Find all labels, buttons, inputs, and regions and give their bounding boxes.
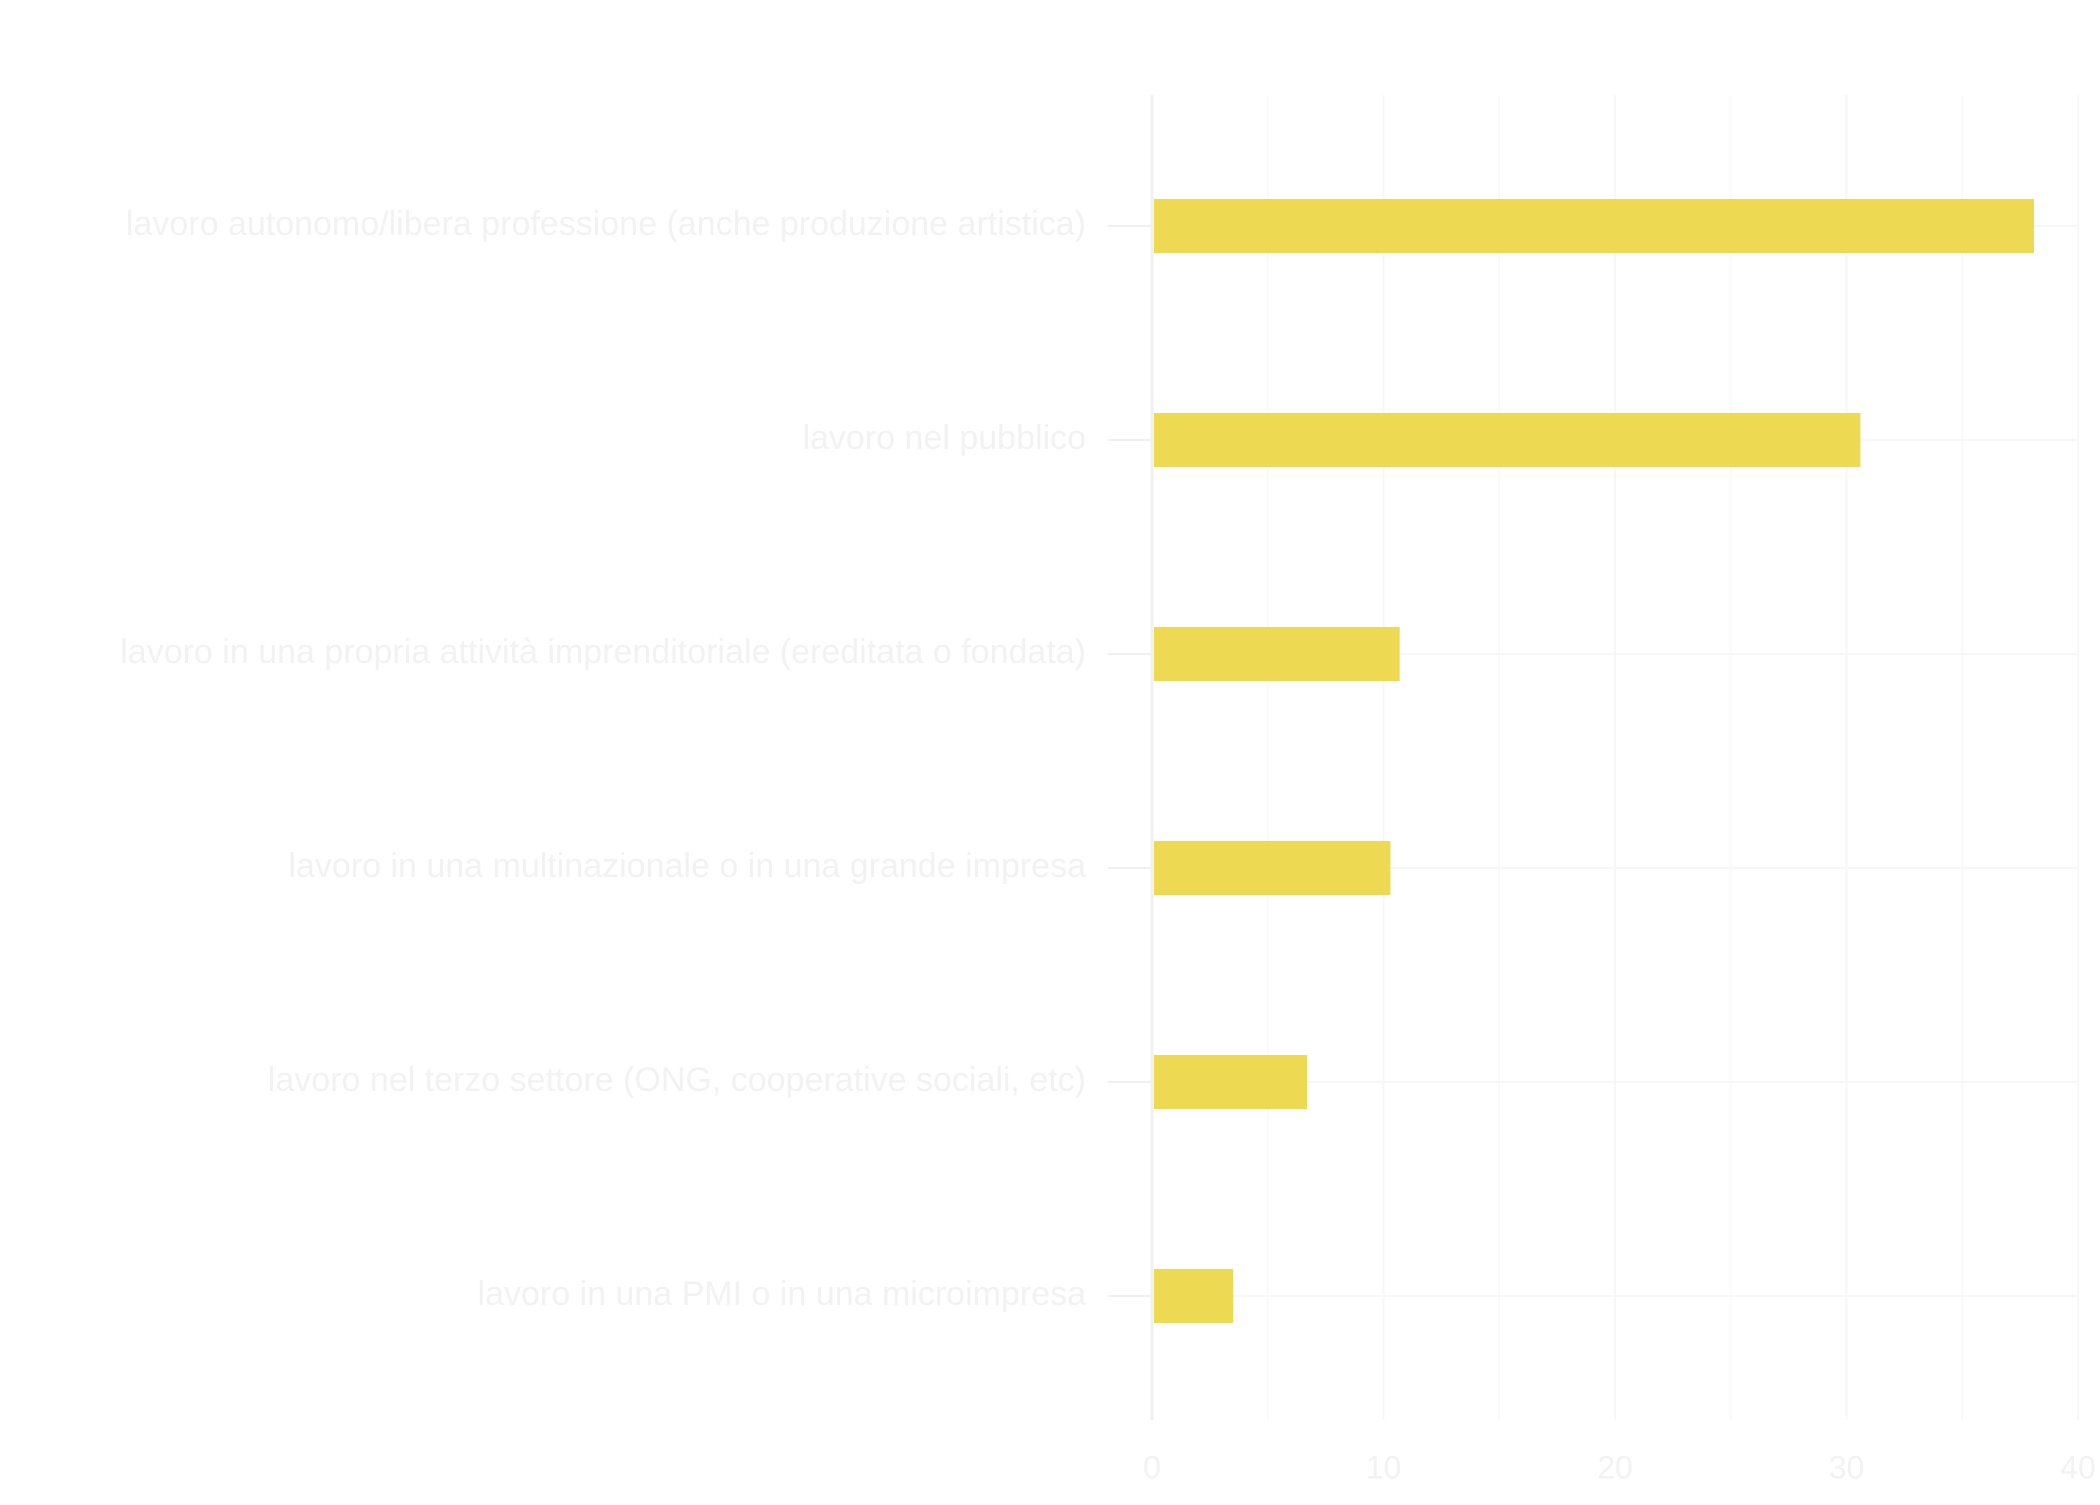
bar bbox=[1154, 627, 1400, 681]
bars bbox=[1154, 199, 2035, 1323]
category-labels: lavoro autonomo/libera professione (anch… bbox=[120, 205, 1086, 1313]
category-label: lavoro in una multinazionale o in una gr… bbox=[288, 847, 1086, 885]
bar bbox=[1154, 413, 1861, 467]
x-tick-label: 40 bbox=[2060, 1449, 2096, 1485]
category-label: lavoro in una propria attività imprendit… bbox=[120, 633, 1086, 671]
x-tick-label: 0 bbox=[1143, 1449, 1161, 1485]
bar bbox=[1154, 1055, 1308, 1109]
category-label: lavoro nel pubblico bbox=[802, 419, 1086, 457]
category-label: lavoro nel terzo settore (ONG, cooperati… bbox=[268, 1061, 1086, 1099]
x-axis-ticks: 0 10 20 30 40 bbox=[1143, 1449, 2096, 1485]
grid-lines bbox=[1152, 95, 2079, 1420]
category-label: lavoro autonomo/libera professione (anch… bbox=[126, 205, 1086, 243]
x-tick-label: 30 bbox=[1829, 1449, 1865, 1485]
x-tick-label: 10 bbox=[1366, 1449, 1402, 1485]
bar bbox=[1154, 199, 2035, 253]
category-label: lavoro in una PMI o in una microimpresa bbox=[478, 1275, 1087, 1313]
bar bbox=[1154, 841, 1391, 895]
bar bbox=[1154, 1269, 1234, 1323]
x-tick-label: 20 bbox=[1597, 1449, 1633, 1485]
y-axis bbox=[1108, 95, 1154, 1420]
